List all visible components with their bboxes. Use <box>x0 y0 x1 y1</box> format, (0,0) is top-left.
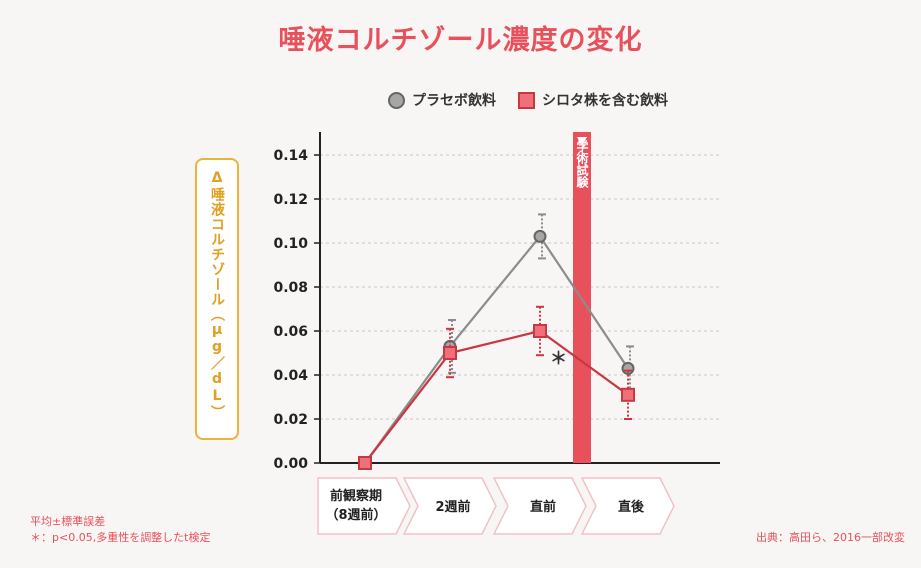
y-tick-label: 0.00 <box>273 456 308 472</box>
legend-item-shirota: シロタ株を含む飲料 <box>518 90 668 110</box>
y-tick-label: 0.04 <box>273 368 308 384</box>
footnote-significance: ＊：p<0.05,多重性を調整したt検定 <box>30 531 211 544</box>
footnote-source: 出典：高田ら、2016一部改変 <box>756 531 905 544</box>
y-tick-label: 0.12 <box>273 192 308 208</box>
data-point-square <box>443 346 457 360</box>
data-point-square <box>621 387 635 402</box>
footnote-mean-se: 平均±標準誤差 <box>30 515 106 528</box>
category-label: 前観察期 <box>330 488 382 504</box>
footnote-left: 平均±標準誤差 ＊：p<0.05,多重性を調整したt検定 <box>30 514 211 546</box>
category-chevron <box>492 477 587 535</box>
y-axis-label-box: Δ唾液コルチゾール（μg／dL） <box>195 158 239 440</box>
legend-label-shirota: シロタ株を含む飲料 <box>542 93 668 109</box>
significance-mark: ＊ <box>550 349 567 369</box>
category-label: 直前 <box>530 499 556 515</box>
y-axis-label: Δ唾液コルチゾール（μg／dL） <box>209 170 225 420</box>
data-point-square <box>358 456 372 470</box>
legend: プラセボ飲料 シロタ株を含む飲料 <box>388 89 690 111</box>
category-label: （8週前） <box>325 507 386 523</box>
legend-square-marker <box>518 91 535 109</box>
category-label: 直後 <box>618 499 645 515</box>
legend-label-placebo: プラセボ飲料 <box>412 93 496 109</box>
data-point-square <box>533 324 547 338</box>
y-tick-label: 0.08 <box>273 280 308 296</box>
series-line <box>364 234 629 464</box>
y-tick-label: 0.10 <box>273 236 308 252</box>
event-label: 学術試験 <box>575 139 589 189</box>
y-tick-label: 0.02 <box>273 412 308 428</box>
legend-circle-marker <box>388 91 405 109</box>
category-chevron <box>580 477 675 535</box>
data-point-circle <box>533 229 547 243</box>
category-chevron <box>402 477 497 535</box>
legend-item-placebo: プラセボ飲料 <box>388 90 496 110</box>
y-tick-label: 0.06 <box>273 324 308 340</box>
category-chevron <box>317 477 411 535</box>
y-tick-label: 0.14 <box>273 148 308 164</box>
series-line <box>364 329 629 464</box>
chart-title: 唾液コルチゾール濃度の変化 <box>278 25 643 56</box>
series-shirota <box>358 305 635 470</box>
category-label: 2週前 <box>435 499 470 515</box>
event-arrow-icon <box>577 137 587 146</box>
